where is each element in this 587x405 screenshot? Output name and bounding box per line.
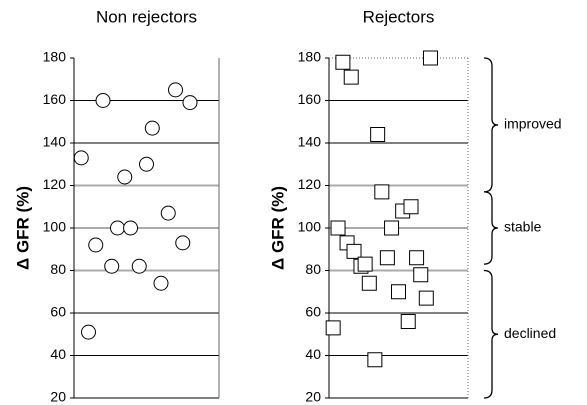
- point: [182, 95, 198, 111]
- point: [403, 199, 419, 215]
- chart-title: Non rejectors: [96, 7, 197, 26]
- y-tick-label: 180: [43, 49, 67, 65]
- band-label: improved: [504, 116, 562, 132]
- y-tick-label: 140: [298, 134, 322, 150]
- point: [391, 284, 406, 300]
- point: [343, 69, 359, 85]
- point: [400, 314, 416, 329]
- point: [325, 320, 341, 336]
- point: [123, 220, 139, 236]
- point: [413, 267, 429, 283]
- point: [361, 275, 377, 291]
- point: [346, 243, 362, 259]
- point: [367, 352, 383, 368]
- y-tick-label: 60: [305, 304, 321, 320]
- point: [104, 258, 120, 274]
- y-tick-label: 100: [43, 219, 67, 235]
- point: [160, 205, 176, 221]
- band-label: stable: [504, 219, 542, 235]
- point: [370, 127, 386, 142]
- y-tick-label: 40: [50, 346, 66, 362]
- point: [384, 220, 400, 236]
- y-tick-label: 160: [43, 91, 67, 107]
- y-tick-label: 60: [50, 304, 66, 320]
- point: [335, 54, 351, 70]
- point: [422, 50, 438, 66]
- y-tick-label: 40: [305, 346, 321, 362]
- y-tick-label: 180: [298, 49, 322, 65]
- point: [374, 184, 390, 200]
- point: [73, 150, 89, 166]
- y-tick-label: 100: [298, 219, 322, 235]
- point: [418, 290, 434, 306]
- point: [409, 250, 425, 266]
- y-axis-label: Δ GFR (%): [13, 186, 32, 270]
- y-tick-label: 80: [305, 261, 321, 277]
- point: [88, 237, 104, 253]
- chart-title: Rejectors: [363, 7, 435, 26]
- point: [357, 256, 373, 272]
- point: [175, 235, 191, 251]
- point: [117, 169, 133, 185]
- y-tick-label: 20: [50, 389, 66, 405]
- y-tick-label: 160: [298, 91, 322, 107]
- band-label: declined: [504, 325, 556, 341]
- point: [168, 82, 183, 98]
- point: [153, 275, 169, 291]
- y-tick-label: 120: [43, 176, 67, 192]
- point: [330, 220, 346, 236]
- y-tick-label: 20: [305, 389, 321, 405]
- y-tick-label: 140: [43, 134, 67, 150]
- y-tick-label: 80: [50, 261, 66, 277]
- point: [131, 258, 147, 274]
- point: [139, 156, 154, 172]
- bracket: [483, 269, 499, 399]
- point: [379, 250, 395, 266]
- point: [144, 120, 160, 136]
- point: [110, 220, 125, 236]
- point: [81, 324, 96, 340]
- y-axis-label: Δ GFR (%): [268, 186, 287, 270]
- y-tick-label: 120: [298, 176, 322, 192]
- bracket: [483, 57, 499, 193]
- bracket: [483, 191, 499, 265]
- point: [95, 93, 111, 108]
